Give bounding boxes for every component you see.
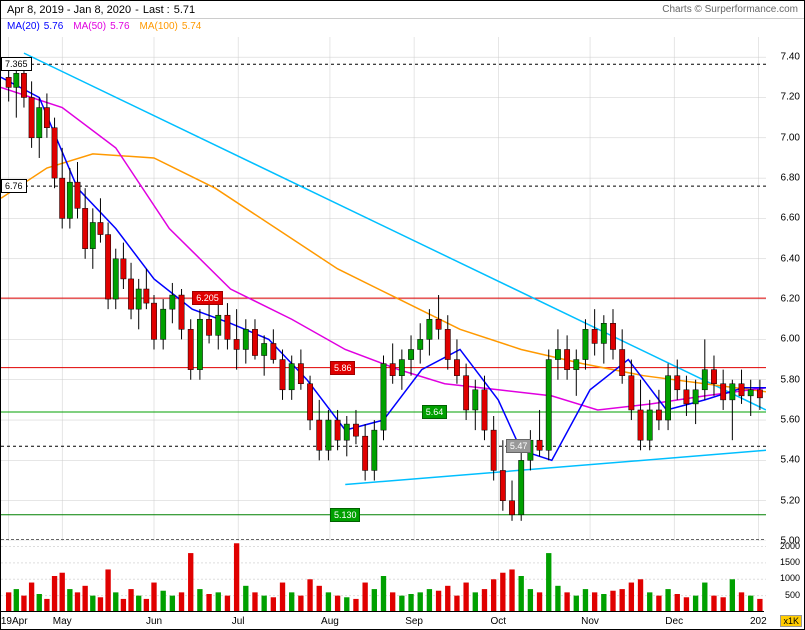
volume-y-axis: 500 1000 1500 2000 bbox=[764, 539, 804, 611]
x-axis-tick: Dec bbox=[665, 616, 683, 627]
price-svg bbox=[1, 37, 766, 541]
date-range: Apr 8, 2019 - Jan 8, 2020 bbox=[7, 4, 131, 16]
price-tick: 6.20 bbox=[781, 294, 800, 305]
volume-svg bbox=[1, 540, 766, 612]
price-tick: 5.40 bbox=[781, 455, 800, 466]
x-axis-tick: Sep bbox=[405, 616, 423, 627]
price-annotation-label: 5.64 bbox=[422, 405, 448, 419]
price-tick: 5.20 bbox=[781, 495, 800, 506]
volume-tick: 1500 bbox=[780, 557, 800, 567]
header-left: Apr 8, 2019 - Jan 8, 2020 - Last : 5.71 bbox=[7, 4, 195, 16]
volume-chart-area[interactable] bbox=[1, 539, 764, 611]
last-label: Last : bbox=[143, 4, 170, 16]
ma100-label: MA(100) bbox=[140, 21, 178, 32]
price-chart-area[interactable]: 7.365 6.76 6.205 5.86 5.64 5.47 5.130 bbox=[1, 37, 764, 539]
x-axis-tick: 2019Apr bbox=[0, 616, 28, 627]
price-tick: 7.20 bbox=[781, 92, 800, 103]
x-axis-tick: Aug bbox=[321, 616, 339, 627]
ma20-label: MA(20) bbox=[7, 21, 40, 32]
price-tick: 5.60 bbox=[781, 415, 800, 426]
last-value: 5.71 bbox=[174, 4, 195, 16]
x-axis-tick: May bbox=[53, 616, 72, 627]
price-annotation-label: 5.47 bbox=[506, 439, 532, 453]
price-annotation-label: 6.205 bbox=[192, 291, 223, 305]
chart-credit: Charts © Surperformance.com bbox=[662, 4, 798, 15]
price-tick: 7.40 bbox=[781, 52, 800, 63]
ma20-value: 5.76 bbox=[44, 21, 63, 32]
price-annotation-label: 7.365 bbox=[1, 57, 32, 71]
ma50-legend: MA(50) 5.76 bbox=[73, 21, 129, 32]
price-annotation-label: 5.130 bbox=[330, 508, 361, 522]
time-x-axis: 2019Apr May Jun Jul Aug Sep Oct Nov Dec 202 bbox=[1, 611, 764, 629]
price-tick: 7.00 bbox=[781, 132, 800, 143]
ma50-label: MA(50) bbox=[73, 21, 106, 32]
ma100-value: 5.74 bbox=[182, 21, 201, 32]
ma20-legend: MA(20) 5.76 bbox=[7, 21, 63, 32]
volume-multiplier-badge: x1K bbox=[780, 615, 802, 627]
price-tick: 6.40 bbox=[781, 253, 800, 264]
price-annotation-label: 5.86 bbox=[330, 361, 356, 375]
price-y-axis: 5.005.205.405.605.806.006.206.406.606.80… bbox=[764, 37, 804, 539]
chart-header: Apr 8, 2019 - Jan 8, 2020 - Last : 5.71 … bbox=[1, 1, 804, 19]
x-axis-tick: Jul bbox=[232, 616, 245, 627]
price-tick: 6.00 bbox=[781, 334, 800, 345]
volume-tick: 2000 bbox=[780, 541, 800, 551]
x-axis-tick: Oct bbox=[490, 616, 506, 627]
dash: - bbox=[135, 4, 139, 16]
x-axis-tick: Nov bbox=[581, 616, 599, 627]
price-annotation-label: 6.76 bbox=[1, 179, 27, 193]
price-tick: 5.80 bbox=[781, 374, 800, 385]
x-axis-tick: Jun bbox=[146, 616, 162, 627]
price-tick: 6.80 bbox=[781, 173, 800, 184]
ma-legend: MA(20) 5.76 MA(50) 5.76 MA(100) 5.74 bbox=[7, 21, 201, 32]
volume-tick: 1000 bbox=[780, 573, 800, 583]
x-axis-tick: 202 bbox=[750, 616, 767, 627]
stock-chart-container: Apr 8, 2019 - Jan 8, 2020 - Last : 5.71 … bbox=[0, 0, 805, 630]
ma50-value: 5.76 bbox=[110, 21, 129, 32]
volume-tick: 500 bbox=[785, 590, 800, 600]
price-tick: 6.60 bbox=[781, 213, 800, 224]
ma100-legend: MA(100) 5.74 bbox=[140, 21, 202, 32]
